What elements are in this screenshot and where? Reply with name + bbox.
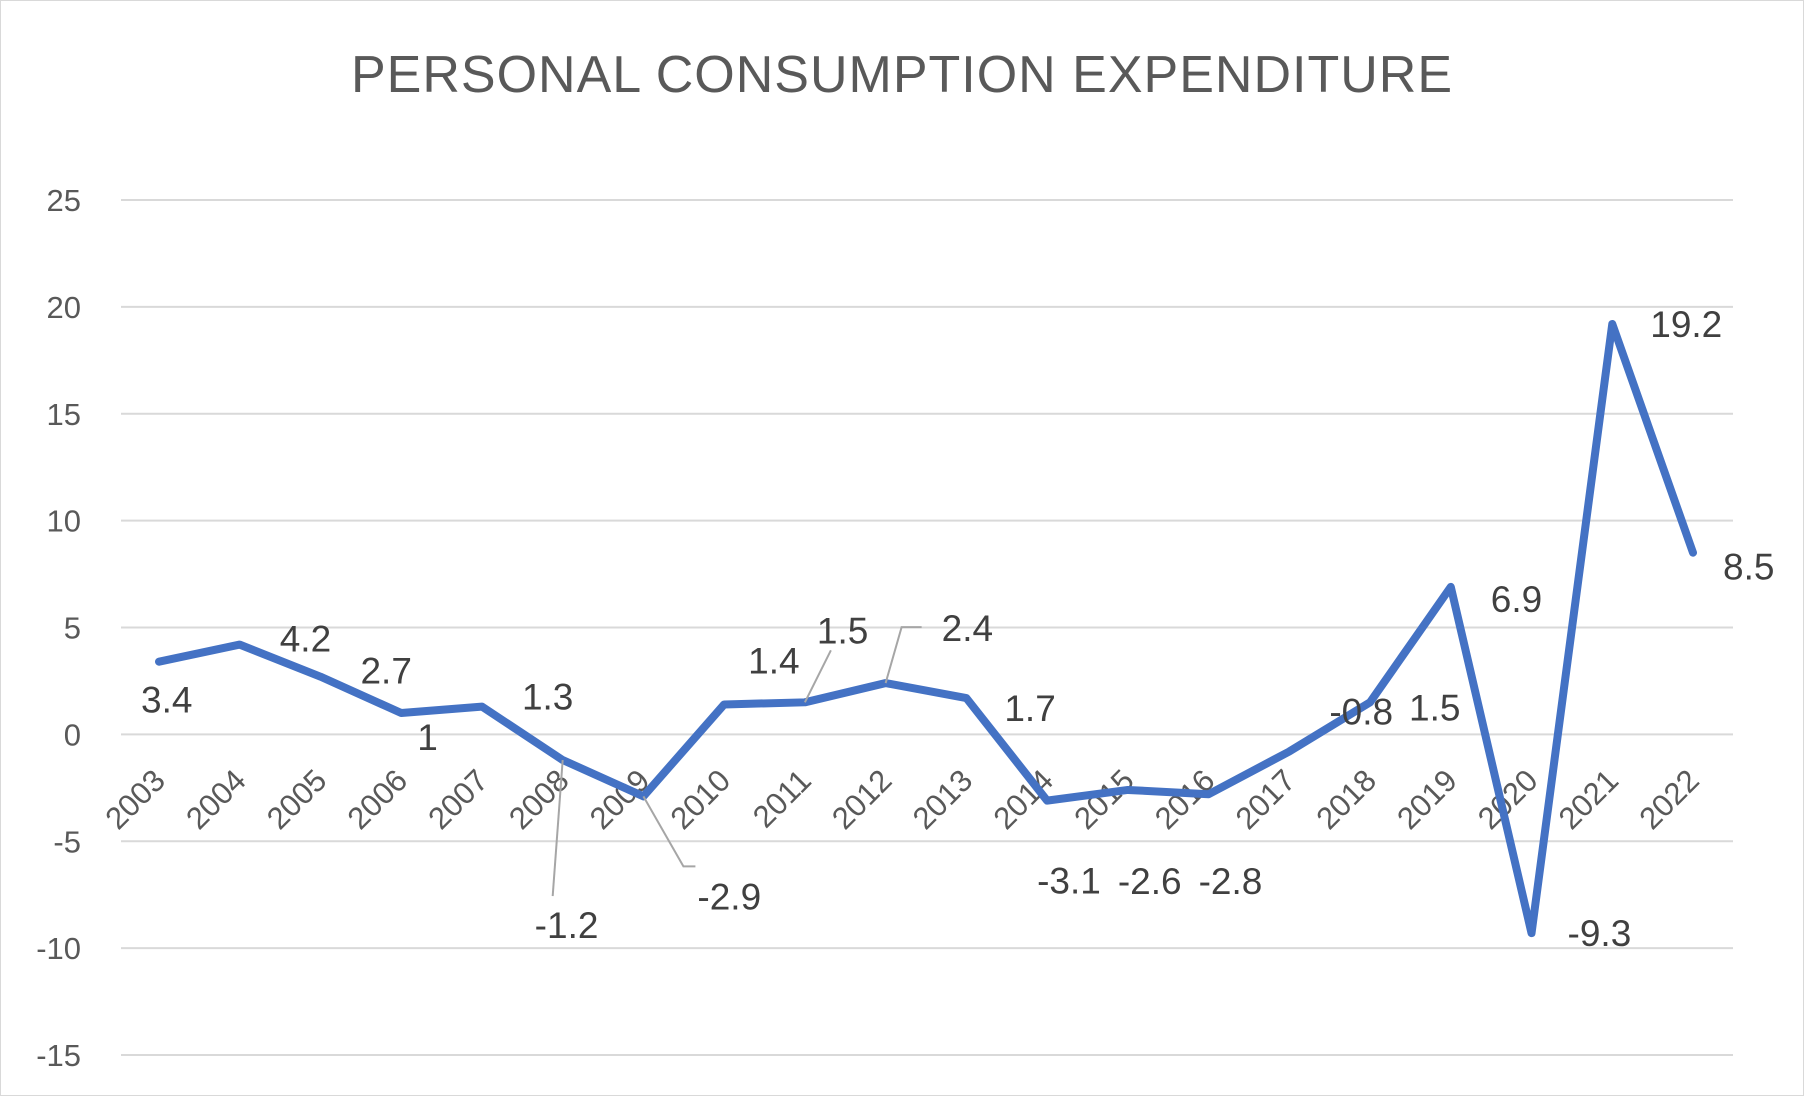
y-tick-label: 10 bbox=[47, 504, 81, 539]
data-label: 1.5 bbox=[817, 610, 868, 651]
data-label: -0.8 bbox=[1329, 691, 1393, 732]
y-tick-label: 15 bbox=[47, 397, 81, 432]
data-label: 1.4 bbox=[748, 640, 799, 681]
data-label: -3.1 bbox=[1037, 861, 1101, 902]
data-label: -1.2 bbox=[535, 905, 599, 946]
y-tick-label: -5 bbox=[53, 824, 81, 859]
data-label: -2.8 bbox=[1199, 861, 1263, 902]
data-label: 3.4 bbox=[141, 680, 192, 721]
data-label: 4.2 bbox=[280, 619, 331, 660]
x-tick-label: 2004 bbox=[179, 763, 253, 837]
x-tick-label: 2019 bbox=[1390, 763, 1464, 837]
data-label: -9.3 bbox=[1568, 913, 1632, 954]
x-tick-label: 2013 bbox=[906, 763, 980, 837]
y-tick-label: -15 bbox=[36, 1038, 81, 1073]
data-label: 19.2 bbox=[1650, 304, 1722, 345]
data-label: -2.9 bbox=[697, 876, 761, 917]
y-tick-label: 5 bbox=[64, 611, 81, 646]
x-tick-label: 2005 bbox=[260, 763, 334, 837]
x-tick-label: 2022 bbox=[1632, 763, 1706, 837]
data-label: 8.5 bbox=[1723, 547, 1774, 588]
series-line bbox=[155, 319, 1697, 938]
y-tick-label: 25 bbox=[47, 183, 81, 218]
x-tick-label: 2003 bbox=[98, 763, 172, 837]
x-tick-label: 2012 bbox=[825, 763, 899, 837]
leader-line bbox=[884, 626, 922, 684]
x-tick-label: 2008 bbox=[502, 763, 576, 837]
chart-title: PERSONAL CONSUMPTION EXPENDITURE bbox=[350, 46, 1453, 104]
data-label: 1 bbox=[417, 717, 438, 758]
x-tick-label: 2010 bbox=[664, 763, 738, 837]
x-tick-label: 2016 bbox=[1148, 763, 1222, 837]
y-tick-label: -10 bbox=[36, 931, 81, 966]
data-label: 1.7 bbox=[1004, 688, 1055, 729]
data-label: 1.3 bbox=[522, 677, 573, 718]
data-label: 2.4 bbox=[942, 608, 993, 649]
x-tick-label: 2021 bbox=[1552, 763, 1626, 837]
leader-line bbox=[551, 759, 564, 897]
y-tick-label: 0 bbox=[64, 717, 81, 752]
x-tick-label: 2006 bbox=[341, 763, 415, 837]
x-tick-label: 2007 bbox=[421, 763, 495, 837]
data-label: 6.9 bbox=[1491, 579, 1542, 620]
data-label: -2.6 bbox=[1118, 861, 1182, 902]
x-tick-label: 2018 bbox=[1309, 763, 1383, 837]
data-label: 2.7 bbox=[360, 651, 411, 692]
y-tick-label: 20 bbox=[47, 290, 81, 325]
leader-line bbox=[642, 795, 696, 868]
data-label: 1.5 bbox=[1409, 687, 1460, 728]
x-tick-label: 2011 bbox=[746, 763, 818, 835]
leader-line bbox=[804, 649, 832, 703]
